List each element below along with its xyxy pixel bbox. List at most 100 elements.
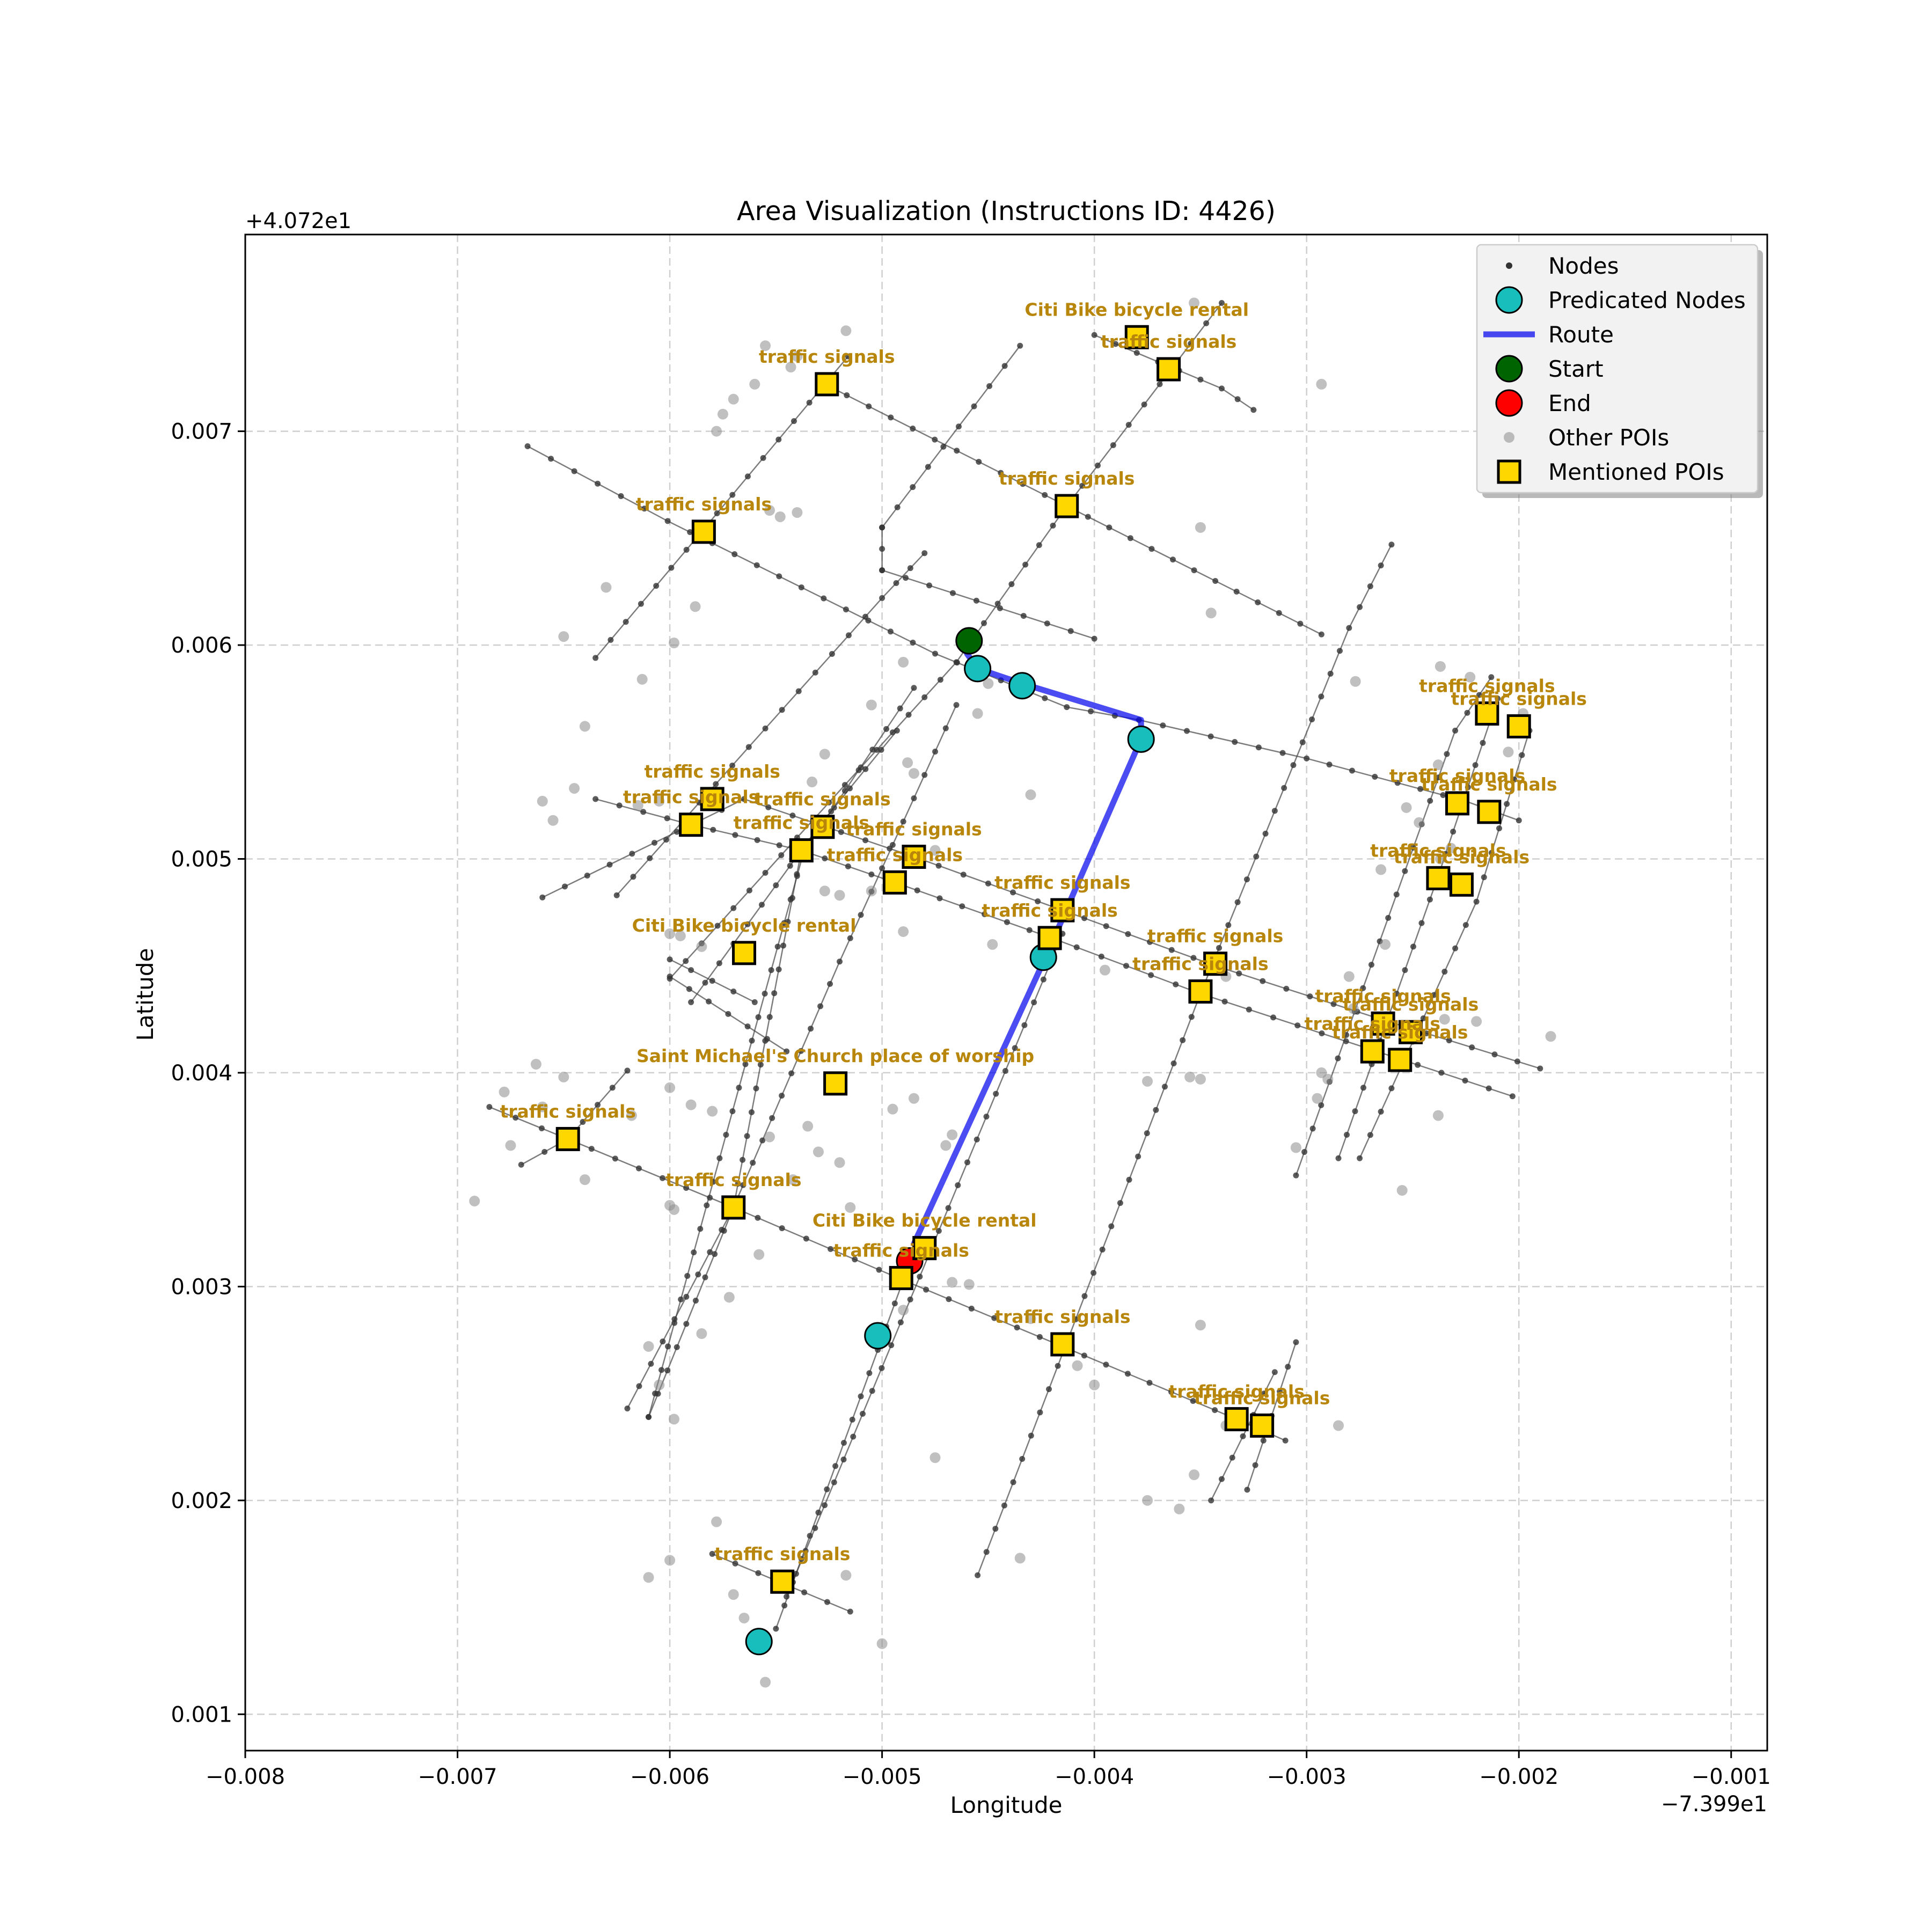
node-point: [1537, 1065, 1543, 1072]
node-point: [1042, 695, 1048, 701]
node-point: [975, 1572, 981, 1578]
node-point: [841, 782, 848, 788]
node-point: [647, 855, 653, 861]
node-point: [1098, 953, 1104, 960]
node-point: [1511, 776, 1518, 782]
node-point: [1360, 1085, 1366, 1091]
mentioned-poi-marker: [1055, 494, 1079, 518]
node-point: [1318, 1102, 1324, 1108]
node-point: [874, 747, 880, 753]
legend-start-marker: [1495, 355, 1523, 383]
node-point: [751, 999, 758, 1005]
node-point: [1036, 542, 1042, 548]
node-point: [624, 1067, 631, 1074]
mentioned-poi-label: Saint Michael's Church place of worship: [636, 1045, 1034, 1066]
node-point: [1509, 1093, 1516, 1100]
node-point: [1271, 1369, 1278, 1375]
mentioned-poi-label: traffic signals: [1419, 676, 1555, 697]
mentioned-poi-marker: [555, 1126, 580, 1151]
node-point: [803, 1235, 809, 1242]
node-point: [784, 1593, 790, 1600]
mentioned-poi-marker: [889, 1265, 913, 1290]
node-point: [1327, 670, 1334, 677]
node-point: [744, 473, 751, 480]
other-poi-marker: [792, 351, 803, 362]
node-point: [1385, 914, 1392, 921]
node-point: [812, 1525, 818, 1531]
other-poi-marker: [845, 1202, 856, 1213]
node-point: [1418, 920, 1425, 926]
node-point: [674, 1344, 680, 1350]
node-point: [866, 1370, 873, 1377]
node-point: [729, 492, 736, 498]
node-point: [580, 1119, 586, 1125]
other-poi-marker: [764, 504, 775, 516]
node-point: [755, 1214, 761, 1221]
node-point: [1126, 1176, 1132, 1183]
node-point: [897, 705, 903, 712]
node-point: [1042, 492, 1048, 498]
node-point: [755, 1014, 762, 1020]
other-poi-marker: [972, 708, 983, 719]
node-point: [945, 1205, 952, 1211]
node-point: [1001, 363, 1008, 369]
other-poi-marker: [887, 1103, 898, 1115]
node-point: [1099, 1246, 1106, 1253]
node-point: [541, 1148, 548, 1155]
mentioned-poi-marker: [691, 519, 716, 544]
mentioned-poi-marker: [882, 870, 907, 895]
other-poi-marker: [1316, 378, 1327, 390]
other-poi-marker: [728, 393, 739, 405]
node-point: [1378, 1108, 1384, 1115]
mentioned-poi-label: traffic signals: [759, 346, 895, 367]
node-point: [1435, 774, 1441, 781]
node-point: [1188, 1014, 1195, 1020]
node-point: [852, 1256, 858, 1263]
node-point: [667, 956, 673, 963]
mentioned-poi-marker: [700, 787, 724, 811]
node-point: [1010, 1479, 1016, 1485]
node-point: [771, 990, 778, 997]
other-poi-marker: [792, 507, 803, 518]
node-point: [1304, 755, 1310, 762]
other-poi-marker: [1072, 1360, 1083, 1371]
node-point: [1352, 1108, 1358, 1115]
node-point: [1349, 767, 1355, 774]
node-point: [1123, 963, 1129, 969]
node-point: [960, 872, 967, 878]
other-poi-marker: [643, 1572, 654, 1583]
mentioned-poi-marker: [1426, 866, 1451, 890]
node-point: [940, 443, 947, 450]
node-point: [712, 1251, 718, 1257]
node-point: [683, 958, 689, 964]
node-point: [713, 781, 719, 787]
other-poi-marker: [499, 1086, 510, 1097]
mentioned-poi-marker: [810, 815, 835, 839]
other-poi-marker: [1350, 676, 1361, 687]
node-point: [1208, 1497, 1214, 1504]
node-point: [862, 613, 869, 620]
predicated-node-marker: [1127, 725, 1155, 753]
other-poi-marker: [1375, 864, 1387, 875]
node-point: [660, 1175, 666, 1181]
node-point: [691, 1249, 697, 1256]
node-point: [1343, 1031, 1350, 1038]
node-point: [1367, 1132, 1373, 1138]
node-point: [1393, 891, 1400, 898]
node-point: [1330, 1001, 1337, 1007]
mentioned-poi-marker: [823, 1071, 848, 1096]
node-point: [714, 923, 721, 929]
legend-entry: Predicated Nodes: [1495, 286, 1746, 314]
node-point: [606, 861, 613, 868]
mentioned-poi-marker: [770, 1569, 795, 1594]
other-poi-marker: [963, 1279, 975, 1290]
other-poi-marker: [547, 815, 559, 826]
node-point: [1212, 577, 1219, 584]
node-point: [1133, 349, 1140, 356]
node-point: [630, 874, 636, 880]
node-point: [623, 619, 629, 625]
node-point: [954, 448, 960, 454]
node-point: [894, 727, 900, 734]
node-point: [932, 650, 938, 657]
